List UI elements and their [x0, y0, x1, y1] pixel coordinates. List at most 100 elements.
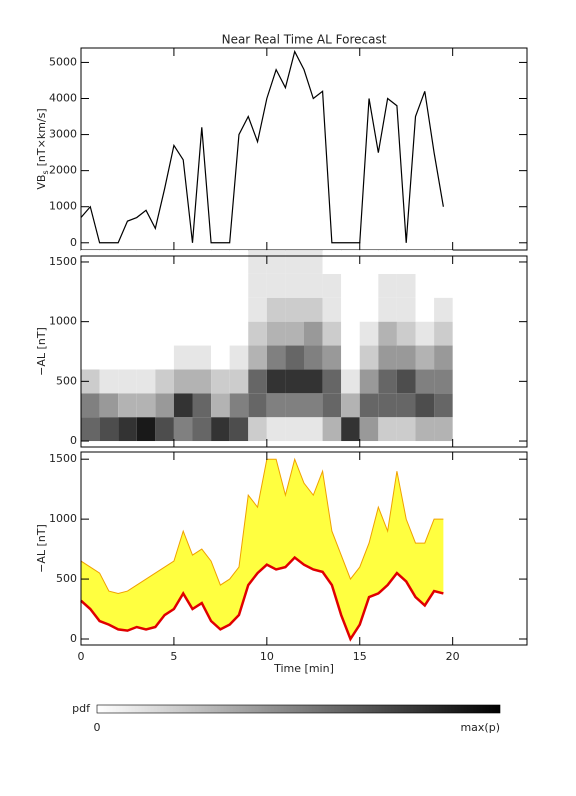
density-cell	[99, 250, 119, 274]
density-cell	[211, 369, 230, 394]
density-cell	[396, 273, 416, 298]
density-cell	[322, 417, 342, 442]
density-cell	[99, 345, 119, 370]
density-cell	[211, 345, 230, 370]
density-cell	[266, 345, 286, 370]
density-cell	[229, 345, 249, 370]
y-label-sub: s	[41, 170, 50, 174]
density-cell	[396, 297, 416, 322]
y-tick-label: 3000	[49, 128, 77, 141]
density-cell	[341, 273, 360, 298]
density-cell	[173, 297, 193, 322]
density-cell	[136, 393, 156, 418]
density-cell	[136, 345, 156, 370]
upper-line	[80, 457, 444, 594]
colorbar	[96, 704, 501, 714]
vbs-line	[80, 49, 444, 244]
plot-frame	[80, 255, 528, 448]
density-cell	[229, 417, 249, 442]
density-cell	[378, 417, 397, 442]
density-cell	[415, 297, 435, 322]
density-cell	[248, 417, 267, 442]
density-cell	[341, 369, 360, 394]
density-cell	[359, 297, 379, 322]
density-cell	[248, 321, 267, 346]
plot-frame	[80, 47, 528, 251]
density-cell	[266, 393, 286, 418]
density-cell	[396, 345, 416, 370]
y-tick-label: 0	[70, 632, 77, 645]
density-cell	[192, 369, 212, 394]
density-cell	[155, 297, 174, 322]
density-cell	[266, 369, 286, 394]
density-cell	[136, 273, 156, 298]
density-cell	[248, 273, 267, 298]
density-cell	[434, 297, 453, 322]
density-cell	[341, 297, 360, 322]
y-tick-label: 0	[70, 236, 77, 249]
density-cell	[415, 273, 435, 298]
density-cell	[118, 393, 137, 418]
density-cell	[359, 321, 379, 346]
density-cell	[155, 321, 174, 346]
density-cell	[285, 393, 304, 418]
density-cell	[434, 345, 453, 370]
density-cell	[173, 321, 193, 346]
median-line	[80, 555, 444, 642]
y-tick-label: 500	[56, 374, 77, 387]
density-cell	[81, 321, 100, 346]
density-cell	[322, 345, 342, 370]
density-cell	[248, 369, 267, 394]
density-cell	[415, 345, 435, 370]
density-cell	[118, 345, 137, 370]
density-cell	[359, 250, 379, 274]
y-tick-label: 5000	[49, 55, 77, 68]
x-tick-label: 5	[170, 650, 177, 663]
density-cell	[173, 369, 193, 394]
density-cell	[341, 417, 360, 442]
density-cell	[81, 393, 100, 418]
density-cell	[434, 321, 453, 346]
density-cell	[304, 369, 323, 394]
y-tick-label: 1000	[49, 512, 77, 525]
density-cell	[99, 393, 119, 418]
density-cell	[155, 250, 174, 274]
density-cell	[173, 250, 193, 274]
density-cell	[304, 417, 323, 442]
density-cell	[396, 250, 416, 274]
density-cell	[378, 345, 397, 370]
colorbar-min: 0	[94, 721, 101, 734]
density-cell	[304, 393, 323, 418]
density-cell	[359, 417, 379, 442]
density-cell	[99, 417, 119, 442]
colorbar-label: pdf	[72, 702, 91, 715]
density-cell	[322, 250, 342, 274]
density-cell	[415, 417, 435, 442]
density-cell	[155, 393, 174, 418]
density-cell	[173, 417, 193, 442]
density-cell	[155, 417, 174, 442]
density-cell	[99, 297, 119, 322]
density-cell	[211, 321, 230, 346]
density-cell	[266, 250, 286, 274]
y-tick-label: 1000	[49, 200, 77, 213]
density-cell	[173, 345, 193, 370]
density-cell	[322, 273, 342, 298]
y-tick-label: 1000	[49, 315, 77, 328]
density-cell	[192, 273, 212, 298]
density-cell	[211, 250, 230, 274]
y-tick-label: 1500	[49, 255, 77, 268]
y-tick-label: 0	[70, 434, 77, 447]
density-cell	[118, 250, 137, 274]
density-cell	[211, 393, 230, 418]
density-cell	[229, 369, 249, 394]
density-cell	[359, 369, 379, 394]
density-cell	[266, 417, 286, 442]
density-cell	[266, 297, 286, 322]
density-cell	[229, 321, 249, 346]
density-cell	[192, 297, 212, 322]
density-cell	[118, 417, 137, 442]
density-cell	[322, 369, 342, 394]
density-cell	[434, 369, 453, 394]
